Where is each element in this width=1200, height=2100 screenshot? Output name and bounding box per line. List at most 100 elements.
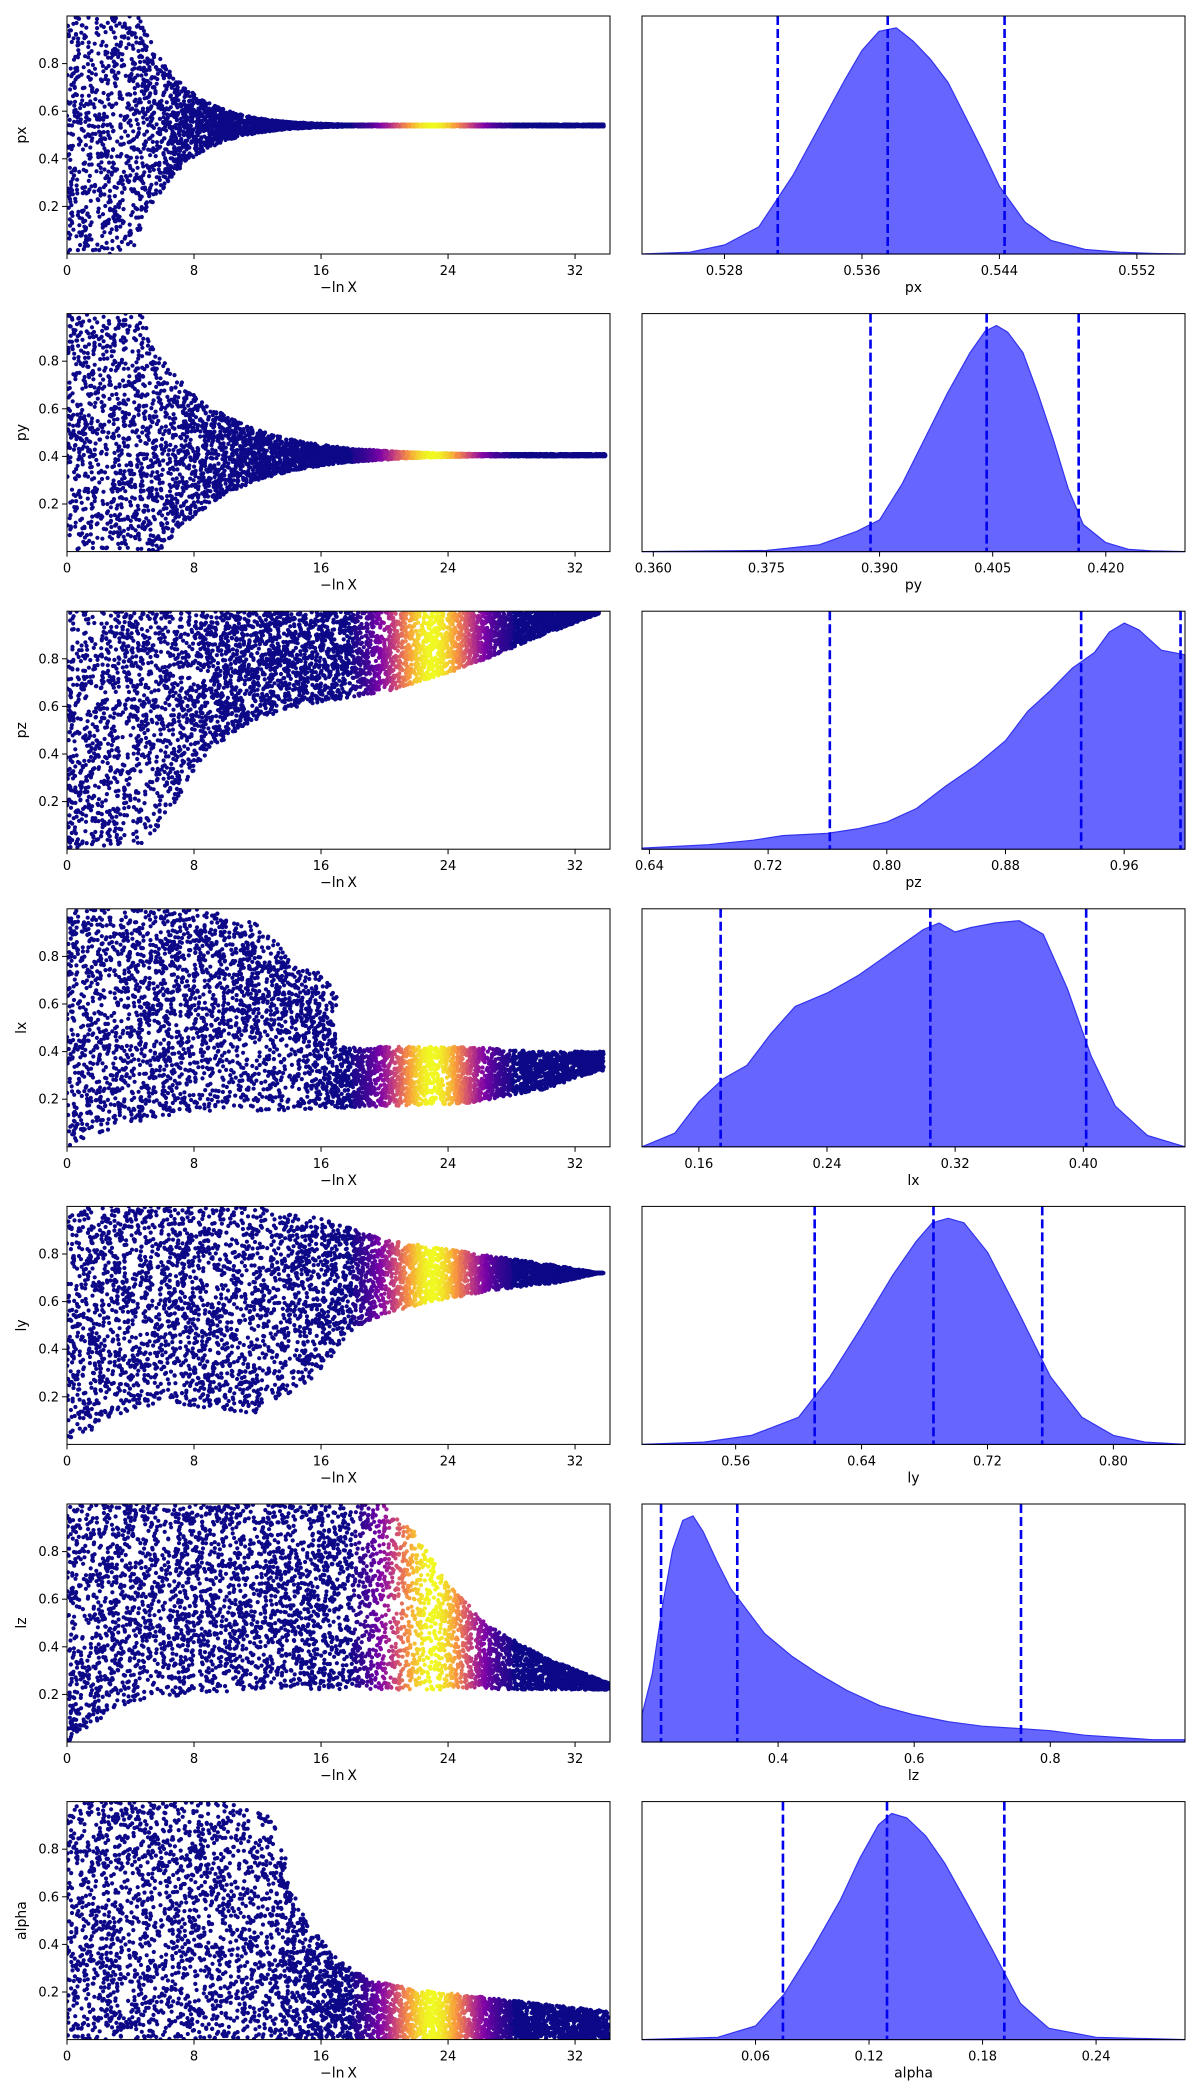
trace-py-ylabel: py (14, 424, 30, 441)
trace-alpha-points (67, 1801, 610, 2040)
trace-py-ytick-label: 0.2 (38, 498, 59, 513)
trace-ly-ytick-label: 0.2 (38, 1390, 59, 1405)
posterior-py-panel: 0.360 0.375 0.390 0.405 0.420 py (635, 313, 1186, 594)
trace-alpha-panel: 0.2 0.4 0.6 0.8 alpha 0 8 16 24 32 −ln X (14, 1801, 611, 2082)
trace-py-points (67, 313, 608, 552)
posterior-px-xtick-label: 0.544 (981, 264, 1018, 279)
trace-lx-ytick-label: 0.2 (38, 1093, 59, 1108)
trace-lz-xtick-label: 0 (63, 1752, 71, 1767)
posterior-lz-xtick-label: 0.8 (1040, 1752, 1061, 1767)
posterior-py-xtick-label: 0.420 (1087, 562, 1124, 577)
trace-pz-xtick-label: 8 (190, 859, 198, 874)
trace-pz-points (67, 611, 601, 850)
trace-lx-ylabel: lx (14, 1022, 30, 1034)
trace-ly-xtick-label: 24 (440, 1454, 457, 1469)
posterior-py-xtick-label: 0.375 (748, 562, 785, 577)
posterior-ly-panel: 0.56 0.64 0.72 0.80 ly (641, 1205, 1186, 1486)
posterior-lx-frame (641, 908, 1186, 1148)
posterior-pz-xlabel: pz (905, 875, 921, 891)
trace-lx-xlabel: −ln X (320, 1173, 357, 1189)
trace-px-ytick-label: 0.6 (38, 105, 59, 120)
posterior-py-frame (641, 313, 1186, 553)
posterior-lx-panel: 0.16 0.24 0.32 0.40 lx (641, 908, 1186, 1189)
trace-lz-ytick-label: 0.6 (38, 1593, 59, 1608)
trace-alpha-ytick-label: 0.8 (38, 1843, 59, 1858)
posterior-alpha-xtick-label: 0.24 (1082, 2050, 1111, 2065)
trace-px-ytick-label: 0.4 (38, 152, 59, 167)
trace-pz-xlabel: −ln X (320, 875, 357, 891)
trace-ly-xtick-label: 0 (63, 1454, 71, 1469)
trace-pz-frame (66, 610, 611, 850)
trace-py-xtick-label: 8 (190, 562, 198, 577)
trace-lx-xtick-label: 8 (190, 1157, 198, 1172)
trace-lz-xtick-label: 32 (567, 1752, 584, 1767)
trace-py-xtick-label: 24 (440, 562, 457, 577)
trace-alpha-xtick-label: 16 (313, 2050, 330, 2065)
trace-lx-frame (66, 908, 611, 1148)
posterior-alpha-frame (641, 1801, 1186, 2041)
trace-px-ylabel: px (14, 126, 30, 143)
trace-px-points (67, 16, 606, 254)
trace-lx-xtick-label: 32 (567, 1157, 584, 1172)
trace-ly-ylabel: ly (14, 1319, 30, 1331)
trace-alpha-xtick-label: 24 (440, 2050, 457, 2065)
trace-lz-xtick-label: 8 (190, 1752, 198, 1767)
posterior-px-panel: 0.528 0.536 0.544 0.552 px (641, 15, 1186, 296)
posterior-px-density-area (641, 27, 1186, 255)
posterior-alpha-xtick-label: 0.18 (968, 2050, 997, 2065)
posterior-py-xtick-label: 0.390 (861, 562, 898, 577)
posterior-pz-panel: 0.64 0.72 0.80 0.88 0.96 pz (635, 610, 1186, 891)
posterior-pz-frame (641, 610, 1186, 850)
trace-alpha-frame (66, 1801, 611, 2041)
trace-pz-xtick-label: 16 (313, 859, 330, 874)
trace-ly-panel: 0.2 0.4 0.6 0.8 ly 0 8 16 24 32 −ln X (14, 1205, 611, 1486)
posterior-lx-xtick-label: 0.32 (941, 1157, 970, 1172)
trace-lz-ytick-label: 0.8 (38, 1545, 59, 1560)
trace-pz-ytick-label: 0.4 (38, 748, 59, 763)
trace-lx-ytick-label: 0.8 (38, 950, 59, 965)
trace-ly-xlabel: −ln X (320, 1470, 357, 1486)
trace-lz-panel: 0.2 0.4 0.6 0.8 lz 0 8 16 24 32 −ln X (14, 1503, 611, 1784)
posterior-pz-xtick-label: 0.64 (635, 859, 664, 874)
posterior-lz-xtick-label: 0.4 (768, 1752, 789, 1767)
posterior-pz-xtick-label: 0.80 (872, 859, 901, 874)
posterior-lx-xtick-label: 0.24 (813, 1157, 842, 1172)
trace-lz-ytick-label: 0.4 (38, 1640, 59, 1655)
posterior-ly-xtick-label: 0.56 (721, 1454, 750, 1469)
posterior-px-frame (641, 15, 1186, 255)
trace-py-xtick-label: 16 (313, 562, 330, 577)
posterior-px-xtick-label: 0.552 (1118, 264, 1155, 279)
trace-lz-xtick-label: 24 (440, 1752, 457, 1767)
trace-lx-panel: 0.2 0.4 0.6 0.8 lx 0 8 16 24 32 −ln X (14, 908, 611, 1189)
trace-lz-xtick-label: 16 (313, 1752, 330, 1767)
trace-py-frame (66, 313, 611, 553)
posterior-py-xlabel: py (905, 578, 922, 594)
trace-alpha-ytick-label: 0.4 (38, 1938, 59, 1953)
posterior-ly-frame (641, 1205, 1186, 1445)
trace-py-ytick-label: 0.4 (38, 450, 59, 465)
posterior-lz-density-area (641, 1515, 1186, 1743)
posterior-ly-xtick-label: 0.64 (847, 1454, 876, 1469)
posterior-ly-xtick-label: 0.72 (973, 1454, 1002, 1469)
trace-ly-xtick-label: 16 (313, 1454, 330, 1469)
trace-px-ytick-label: 0.8 (38, 57, 59, 72)
trace-px-panel: 0.2 0.4 0.6 0.8 px 0 8 16 24 32 −ln X (14, 15, 611, 296)
trace-px-xtick-label: 0 (63, 264, 71, 279)
trace-lx-ytick-label: 0.4 (38, 1045, 59, 1060)
trace-ly-points (67, 1206, 606, 1440)
trace-alpha-xlabel: −ln X (320, 2066, 357, 2082)
trace-px-xtick-label: 24 (440, 264, 457, 279)
trace-lx-xtick-label: 0 (63, 1157, 71, 1172)
posterior-alpha-panel: 0.06 0.12 0.18 0.24 alpha (641, 1801, 1186, 2082)
trace-lz-points (67, 1504, 610, 1742)
posterior-py-density-area (641, 324, 1186, 553)
posterior-alpha-density-area (641, 1812, 1186, 2041)
trace-lx-xtick-label: 24 (440, 1157, 457, 1172)
trace-py-xtick-label: 0 (63, 562, 71, 577)
posterior-pz-xtick-label: 0.96 (1110, 859, 1139, 874)
trace-lx-ytick-label: 0.6 (38, 998, 59, 1013)
trace-pz-xtick-label: 32 (567, 859, 584, 874)
trace-alpha-xtick-label: 0 (63, 2050, 71, 2065)
posterior-alpha-xtick-label: 0.12 (855, 2050, 884, 2065)
posterior-lx-xlabel: lx (907, 1173, 919, 1189)
